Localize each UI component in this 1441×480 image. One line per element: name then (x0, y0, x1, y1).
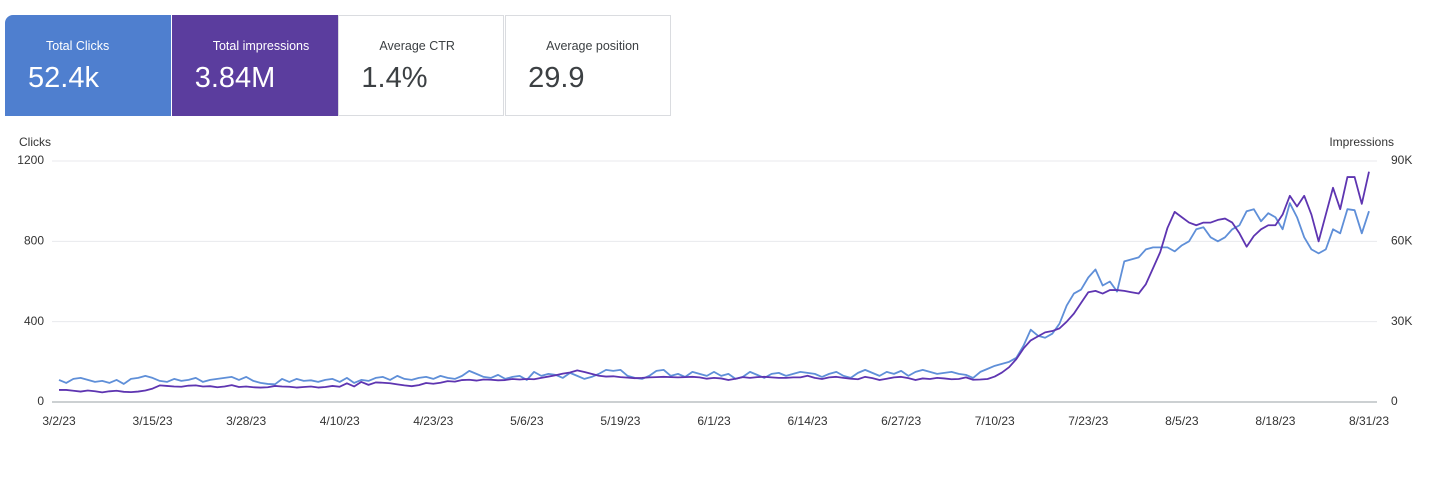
series-line (58, 202, 1370, 386)
metric-label: Total impressions (212, 39, 310, 53)
x-tick-label: 7/10/23 (975, 414, 1015, 428)
metric-value: 3.84M (194, 62, 276, 94)
metric-label: Total Clicks (46, 39, 110, 53)
y-tick-label: 1200 (17, 153, 44, 167)
x-tick-label: 8/18/23 (1255, 414, 1295, 428)
y-tick-label: 0 (37, 394, 44, 408)
y2-tick-label: 30K (1391, 314, 1412, 328)
x-tick-label: 8/31/23 (1349, 414, 1389, 428)
y2-axis-label: Impressions (1329, 135, 1394, 149)
metric-value: 52.4k (28, 62, 99, 94)
series-line (59, 171, 1370, 394)
x-tick-label: 6/27/23 (881, 414, 921, 428)
metric-card[interactable]: Average CTR 1.4% (338, 15, 505, 116)
y2-tick-label: 60K (1391, 234, 1412, 248)
x-tick-label: 5/19/23 (600, 414, 640, 428)
x-tick-label: 8/5/23 (1165, 414, 1199, 428)
metric-card[interactable]: Average position 29.9 (505, 15, 672, 116)
metric-value: 1.4% (361, 62, 428, 94)
x-tick-label: 7/23/23 (1068, 414, 1108, 428)
x-tick-label: 5/6/23 (510, 414, 544, 428)
metric-value: 29.9 (528, 62, 585, 94)
x-tick-label: 4/10/23 (320, 414, 360, 428)
x-tick-label: 3/2/23 (42, 414, 76, 428)
x-tick-label: 3/28/23 (226, 414, 266, 428)
x-tick-label: 6/14/23 (788, 414, 828, 428)
y2-tick-label: 0 (1391, 394, 1398, 408)
metric-card[interactable]: Total Clicks 52.4k (5, 15, 171, 116)
y2-tick-label: 90K (1391, 153, 1412, 167)
metric-label: Average CTR (379, 39, 455, 53)
metric-label: Average position (546, 39, 639, 53)
x-tick-label: 3/15/23 (133, 414, 173, 428)
y-tick-label: 400 (24, 314, 44, 328)
x-tick-label: 6/1/23 (697, 414, 731, 428)
y-axis-label: Clicks (19, 135, 51, 149)
metric-card[interactable]: Total impressions 3.84M (171, 15, 338, 116)
y-tick-label: 800 (24, 234, 44, 248)
x-tick-label: 4/23/23 (413, 414, 453, 428)
